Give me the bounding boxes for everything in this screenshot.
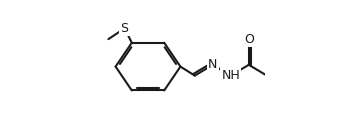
Text: NH: NH	[222, 69, 240, 82]
Text: N: N	[208, 58, 218, 71]
Text: S: S	[121, 22, 129, 35]
Text: O: O	[244, 33, 254, 46]
